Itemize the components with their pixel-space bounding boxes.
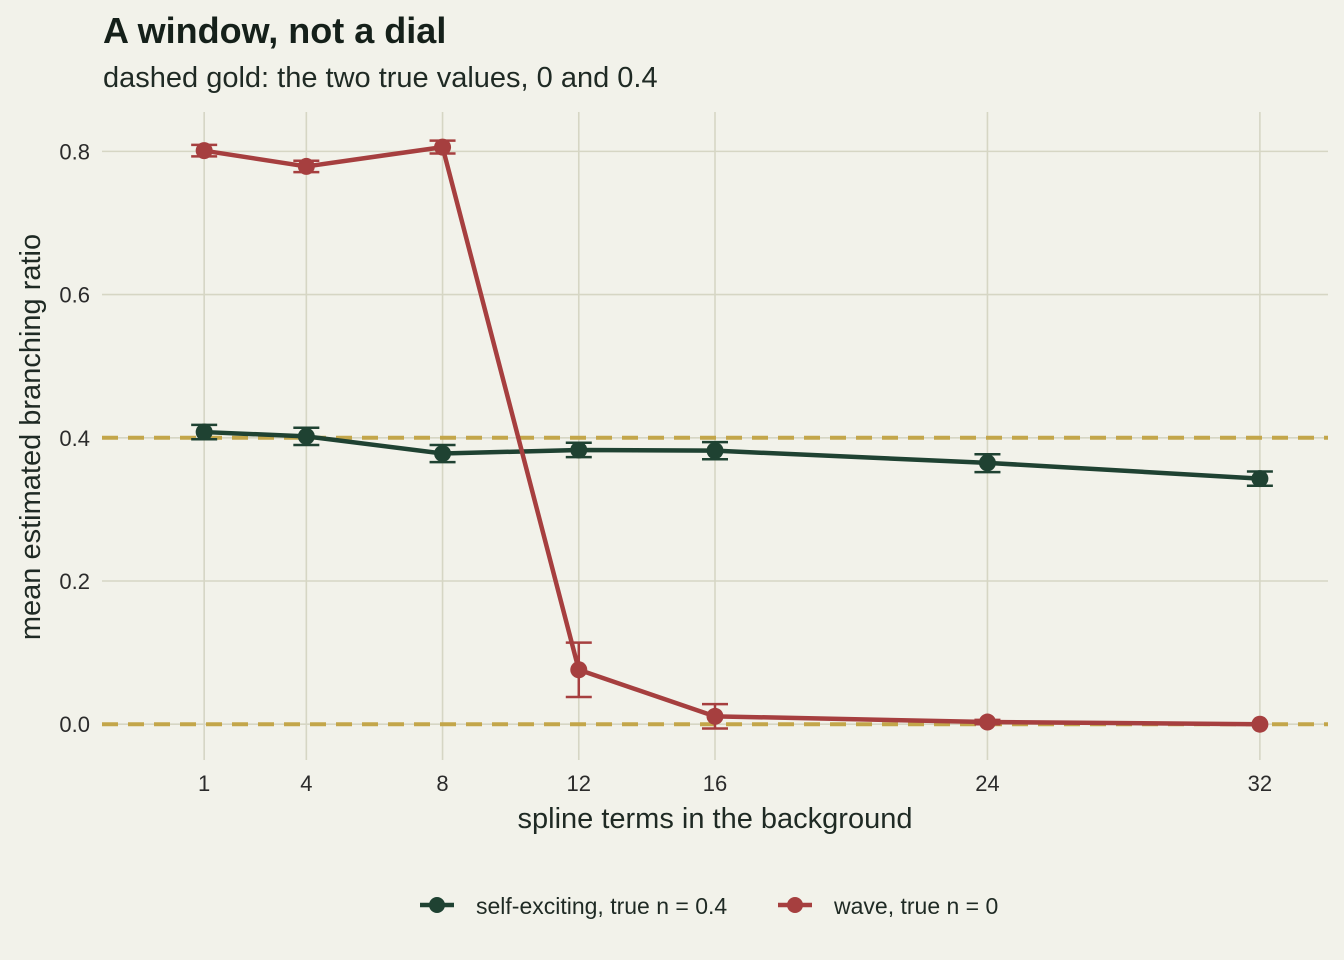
chart-title: A window, not a dial <box>103 10 447 51</box>
legend-item-self-exciting: self-exciting, true n = 0.4 <box>420 893 727 919</box>
x-tick-label: 32 <box>1248 771 1272 796</box>
y-tick-label: 0.8 <box>59 139 90 164</box>
x-tick-label: 8 <box>436 771 448 796</box>
x-tick-label: 12 <box>567 771 591 796</box>
legend-label-self-exciting: self-exciting, true n = 0.4 <box>476 893 727 919</box>
legend-swatch-dot <box>429 897 445 913</box>
data-point <box>706 442 724 460</box>
x-tick-label: 16 <box>703 771 727 796</box>
data-point <box>1251 470 1269 488</box>
series-line <box>203 144 1260 727</box>
x-axis-label: spline terms in the background <box>518 803 913 835</box>
legend-label-wave: wave, true n = 0 <box>833 893 998 919</box>
data-point <box>297 157 315 175</box>
data-point <box>570 441 588 459</box>
series-group <box>191 138 1273 733</box>
y-tick-label: 0.2 <box>59 569 90 594</box>
legend: self-exciting, true n = 0.4 wave, true n… <box>420 893 998 919</box>
y-tick-label: 0.6 <box>59 283 90 308</box>
x-tick-label: 4 <box>300 771 312 796</box>
data-point <box>978 713 996 731</box>
data-point <box>434 138 452 156</box>
data-point <box>1251 715 1269 733</box>
data-point <box>297 427 315 445</box>
data-point <box>570 661 588 679</box>
series-0 <box>191 423 1273 488</box>
data-point <box>434 445 452 463</box>
x-tick-label: 1 <box>198 771 210 796</box>
legend-item-wave: wave, true n = 0 <box>778 893 998 919</box>
chart-subtitle: dashed gold: the two true values, 0 and … <box>103 62 658 94</box>
data-point <box>195 423 213 441</box>
data-point <box>706 707 724 725</box>
y-axis-label: mean estimated branching ratio <box>15 234 47 640</box>
tick-labels: 0.0 0.2 0.4 0.6 0.8 1 4 8 12 16 24 32 <box>59 139 1272 796</box>
data-point <box>195 142 213 160</box>
legend-swatch-dot <box>787 897 803 913</box>
y-tick-label: 0.0 <box>59 712 90 737</box>
series-1 <box>191 138 1269 733</box>
data-point <box>978 454 996 472</box>
x-tick-label: 24 <box>975 771 999 796</box>
y-tick-label: 0.4 <box>59 426 90 451</box>
